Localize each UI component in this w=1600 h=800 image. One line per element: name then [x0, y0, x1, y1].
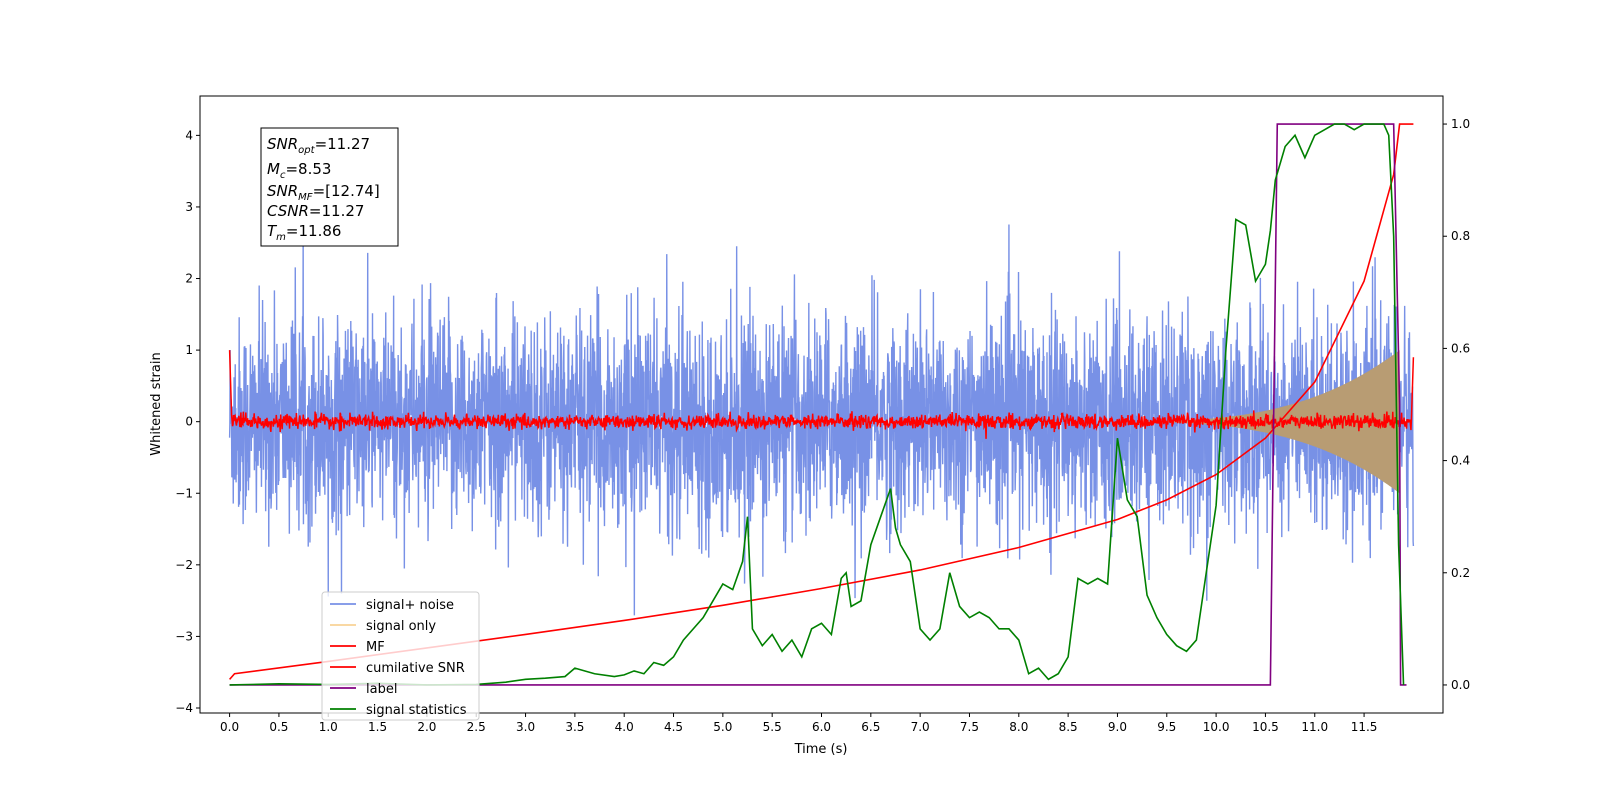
- x-tick-label: 10.0: [1203, 720, 1230, 734]
- series-signal-statistics: [229, 123, 1405, 686]
- y-left-tick-label: 1: [185, 343, 193, 357]
- x-tick-label: 4.5: [664, 720, 683, 734]
- y-right-tick-label: 0.8: [1451, 229, 1470, 243]
- x-tick-label: 8.0: [1009, 720, 1028, 734]
- annotation-box: SNRopt=11.27 Mc=8.53 SNRMF=[12.74] CSNR=…: [260, 127, 399, 247]
- legend-label: cumilative SNR: [366, 661, 465, 676]
- y-left-tick-label: 4: [185, 128, 193, 142]
- x-tick-label: 7.5: [960, 720, 979, 734]
- y-right-tick-label: 1.0: [1451, 117, 1470, 131]
- y-left-tick-label: 0: [185, 415, 193, 429]
- y-left-tick-label: −4: [175, 701, 193, 715]
- annotation-csnr: CSNR=11.27: [267, 202, 364, 220]
- annotation-snr-opt: SNRopt=11.27: [267, 135, 370, 156]
- x-axis-label: Time (s): [794, 742, 848, 757]
- x-axis: 0.0 0.5 1.0 1.5 2.0 2.5 3.0 3.5 4.0 4.5 5.0 5.5 6.0 6…: [220, 713, 1377, 734]
- x-tick-label: 0.0: [220, 720, 239, 734]
- x-tick-label: 7.0: [911, 720, 930, 734]
- legend-label: signal statistics: [366, 703, 467, 718]
- y-right-tick-label: 0.2: [1451, 566, 1470, 580]
- series-signal-noise: [228, 224, 1415, 616]
- x-tick-label: 1.5: [368, 720, 387, 734]
- x-tick-label: 4.0: [615, 720, 634, 734]
- y-left-tick-label: 3: [185, 200, 193, 214]
- y-axis-left: 4 3 2 1 0 −1 −2 −3 −4: [175, 128, 200, 715]
- y-axis-right: 1.0 0.8 0.6 0.4 0.2 0.0: [1443, 117, 1470, 692]
- legend-label: signal+ noise: [366, 598, 454, 613]
- x-tick-label: 5.5: [763, 720, 782, 734]
- x-tick-label: 3.0: [516, 720, 535, 734]
- legend-frame: [321, 591, 480, 721]
- y-right-tick-label: 0.6: [1451, 341, 1470, 355]
- x-tick-label: 11.0: [1301, 720, 1328, 734]
- y-left-tick-label: 2: [185, 272, 193, 286]
- annotation-tm: Tm=11.86: [267, 222, 341, 243]
- y-right-tick-label: 0.4: [1451, 454, 1470, 468]
- series-label: [229, 123, 1407, 686]
- x-tick-label: 10.5: [1252, 720, 1279, 734]
- x-tick-label: 0.5: [269, 720, 288, 734]
- y-right-tick-label: 0.0: [1451, 678, 1470, 692]
- x-tick-label: 5.0: [713, 720, 732, 734]
- x-tick-label: 6.5: [861, 720, 880, 734]
- x-tick-label: 1.0: [319, 720, 338, 734]
- legend-label: label: [366, 682, 397, 697]
- y-left-tick-label: −3: [175, 629, 193, 643]
- y-left-tick-label: −2: [175, 558, 193, 572]
- legend: signal+ noise signal only MF cumilative SNR…: [321, 591, 480, 721]
- x-tick-label: 2.5: [467, 720, 486, 734]
- legend-label: MF: [366, 640, 385, 655]
- series-mf: [228, 350, 1415, 439]
- annotation-mc: Mc=8.53: [267, 160, 331, 181]
- y-axis-label: Whitened strain: [149, 352, 164, 455]
- annotation-snr-mf: SNRMF=[12.74]: [267, 182, 380, 203]
- x-tick-label: 8.5: [1059, 720, 1078, 734]
- x-tick-label: 9.5: [1157, 720, 1176, 734]
- y-left-tick-label: −1: [175, 486, 193, 500]
- x-tick-label: 6.0: [812, 720, 831, 734]
- x-tick-label: 11.5: [1351, 720, 1378, 734]
- x-tick-label: 9.0: [1108, 720, 1127, 734]
- x-tick-label: 3.5: [565, 720, 584, 734]
- x-tick-label: 2.0: [417, 720, 436, 734]
- legend-label: signal only: [366, 619, 436, 634]
